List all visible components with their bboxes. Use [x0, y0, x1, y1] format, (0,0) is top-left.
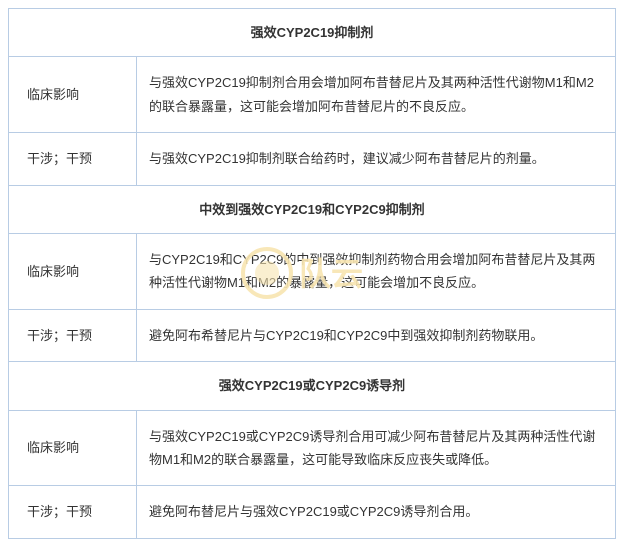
row-text: 避免阿布替尼片与强效CYP2C19或CYP2C9诱导剂合用。 — [137, 486, 616, 538]
table-row: 干涉；干预 与强效CYP2C19抑制剂联合给药时，建议减少阿布昔替尼片的剂量。 — [9, 133, 616, 185]
section-header: 中效到强效CYP2C19和CYP2C9抑制剂 — [9, 185, 616, 233]
table-row: 临床影响 与强效CYP2C19抑制剂合用会增加阿布昔替尼片及其两种活性代谢物M1… — [9, 57, 616, 133]
table-row: 干涉；干预 避免阿布希替尼片与CYP2C19和CYP2C9中到强效抑制剂药物联用… — [9, 309, 616, 361]
section-header: 强效CYP2C19或CYP2C9诱导剂 — [9, 362, 616, 410]
row-label: 干涉；干预 — [9, 309, 137, 361]
drug-interaction-table: 强效CYP2C19抑制剂 临床影响 与强效CYP2C19抑制剂合用会增加阿布昔替… — [8, 8, 616, 539]
row-text: 与强效CYP2C19抑制剂联合给药时，建议减少阿布昔替尼片的剂量。 — [137, 133, 616, 185]
row-label: 干涉；干预 — [9, 133, 137, 185]
row-label: 临床影响 — [9, 233, 137, 309]
row-label: 临床影响 — [9, 410, 137, 486]
row-text: 避免阿布希替尼片与CYP2C19和CYP2C9中到强效抑制剂药物联用。 — [137, 309, 616, 361]
table-row: 临床影响 与CYP2C19和CYP2C9的中到强效抑制剂药物合用会增加阿布昔替尼… — [9, 233, 616, 309]
section-header: 强效CYP2C19抑制剂 — [9, 9, 616, 57]
table-row: 临床影响 与强效CYP2C19或CYP2C9诱导剂合用可减少阿布昔替尼片及其两种… — [9, 410, 616, 486]
row-text: 与强效CYP2C19抑制剂合用会增加阿布昔替尼片及其两种活性代谢物M1和M2的联… — [137, 57, 616, 133]
row-text: 与CYP2C19和CYP2C9的中到强效抑制剂药物合用会增加阿布昔替尼片及其两种… — [137, 233, 616, 309]
row-label: 临床影响 — [9, 57, 137, 133]
table-row: 干涉；干预 避免阿布替尼片与强效CYP2C19或CYP2C9诱导剂合用。 — [9, 486, 616, 538]
table-wrapper: 强效CYP2C19抑制剂 临床影响 与强效CYP2C19抑制剂合用会增加阿布昔替… — [8, 8, 616, 539]
row-text: 与强效CYP2C19或CYP2C9诱导剂合用可减少阿布昔替尼片及其两种活性代谢物… — [137, 410, 616, 486]
row-label: 干涉；干预 — [9, 486, 137, 538]
